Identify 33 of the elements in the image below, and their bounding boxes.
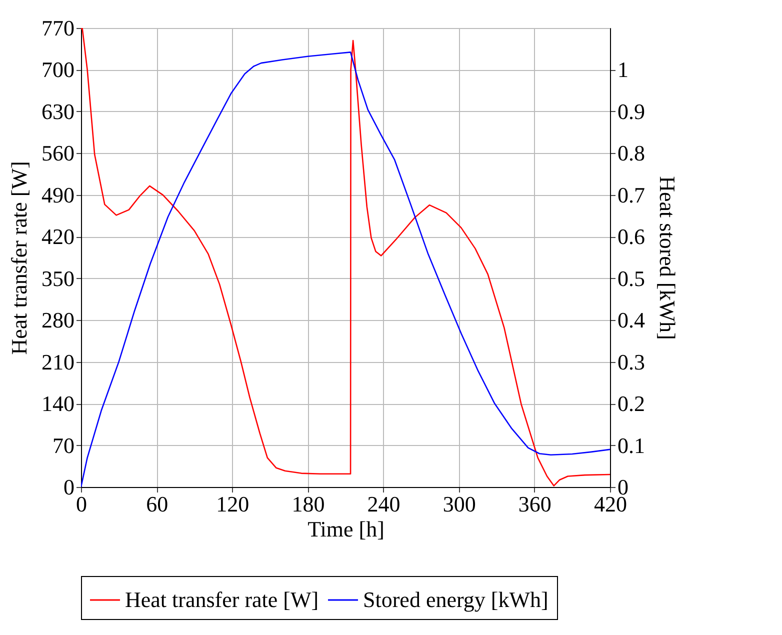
y2-tick-label: 0.5 (618, 266, 645, 291)
y2-tick-label: 1 (618, 57, 628, 82)
y2-tick-label: 0.1 (618, 432, 645, 458)
x-axis-title: Time [h] (308, 516, 384, 542)
y2-tick-label: 0.8 (618, 140, 645, 166)
y-tick-label: 560 (42, 140, 74, 166)
y-tick-label: 630 (42, 98, 74, 124)
y-tick-label: 770 (42, 16, 74, 40)
y2-tick-label: 0.6 (618, 224, 645, 250)
x-tick-label: 60 (146, 492, 168, 516)
y-tick-label: 140 (42, 391, 74, 416)
y2-tick-label: 0.9 (618, 98, 645, 124)
x-tick-label: 300 (442, 492, 476, 516)
x-tick-label: 240 (367, 492, 400, 516)
x-tick-label: 360 (518, 492, 552, 516)
y-tick-label: 490 (42, 182, 74, 208)
y-tick-label: 0 (64, 474, 74, 500)
y-tick-label: 420 (42, 224, 74, 250)
y-tick-label: 700 (42, 57, 74, 82)
legend-label: Stored energy [kWh] (363, 587, 548, 612)
y2-tick-label: 0.3 (618, 349, 645, 374)
x-tick-label: 120 (216, 492, 250, 516)
legend-label: Heat transfer rate [W] (125, 587, 319, 612)
y-tick-label: 210 (42, 349, 74, 374)
y2-tick-label: 0.7 (618, 182, 645, 208)
y-tick-label: 350 (42, 266, 74, 291)
y2-tick-label: 0.4 (618, 308, 645, 333)
y-axis-title: Heat transfer rate [W] (6, 161, 32, 355)
y2-tick-label: 0.2 (618, 391, 645, 416)
y2-axis-title: Heat stored [kWh] (655, 176, 680, 340)
y-tick-label: 70 (52, 432, 74, 458)
x-tick-label: 180 (292, 492, 325, 516)
y-tick-label: 280 (42, 308, 74, 333)
